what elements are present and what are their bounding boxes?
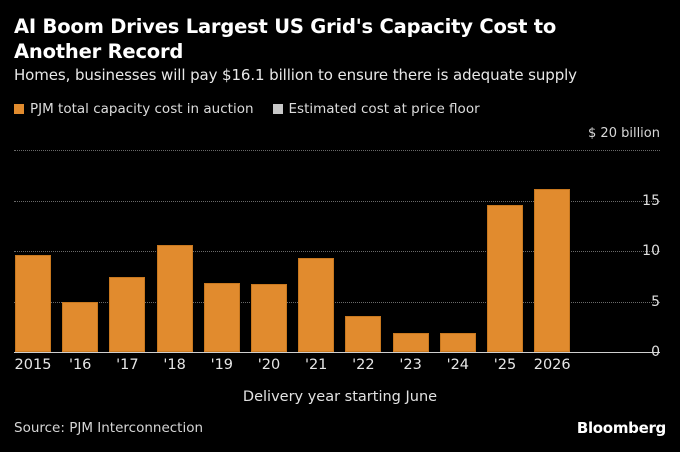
x-tick-label-24: '24 [446,357,470,373]
x-axis-title: Delivery year starting June [242,389,438,405]
bar-18[interactable] [156,244,193,352]
bar-24[interactable] [439,332,476,352]
chart-legend: PJM total capacity cost in auction Estim… [14,101,480,117]
legend-item-0: PJM total capacity cost in auction [14,101,254,117]
x-tick-label-17: '17 [116,357,139,373]
y-axis-unit-label: $ 20 billion [588,126,660,141]
bar-22[interactable] [345,315,382,352]
page-title: AI Boom Drives Largest US Grid's Capacit… [14,15,557,63]
bar-23[interactable] [392,332,429,352]
legend-label-1: Estimated cost at price floor [288,101,480,117]
bloomberg-logo: Bloomberg [576,419,666,437]
x-tick-label-18: '18 [163,357,186,373]
bar-16[interactable] [62,301,99,352]
bar-20[interactable] [251,284,287,352]
x-tick-label-21: '21 [304,357,328,373]
legend-swatch-orange [14,104,24,114]
source-note: Source: PJM Interconnection [14,420,204,436]
bar-17[interactable] [109,277,146,352]
x-tick-label-23: '23 [399,357,422,373]
chart-subtitle: Homes, businesses will pay $16.1 billion… [14,66,577,84]
x-tick-label-25: '25 [493,357,517,373]
x-tick-label-2026: 2026 [533,357,571,373]
x-tick-label-22: '22 [352,357,375,373]
legend-swatch-gray [272,104,283,114]
bar-25[interactable] [487,204,523,352]
x-tick-label-2015: 2015 [14,357,52,373]
x-tick-label-19: '19 [210,357,234,373]
bar-21[interactable] [298,258,335,352]
bar-2015[interactable] [15,255,51,352]
legend-label-0: PJM total capacity cost in auction [30,101,254,117]
bar-19[interactable] [203,283,240,352]
bar-2026[interactable] [534,189,571,352]
x-tick-label-16: '16 [68,357,92,373]
legend-item-1: Estimated cost at price floor [272,101,480,117]
x-tick-label-20: '20 [257,357,281,373]
